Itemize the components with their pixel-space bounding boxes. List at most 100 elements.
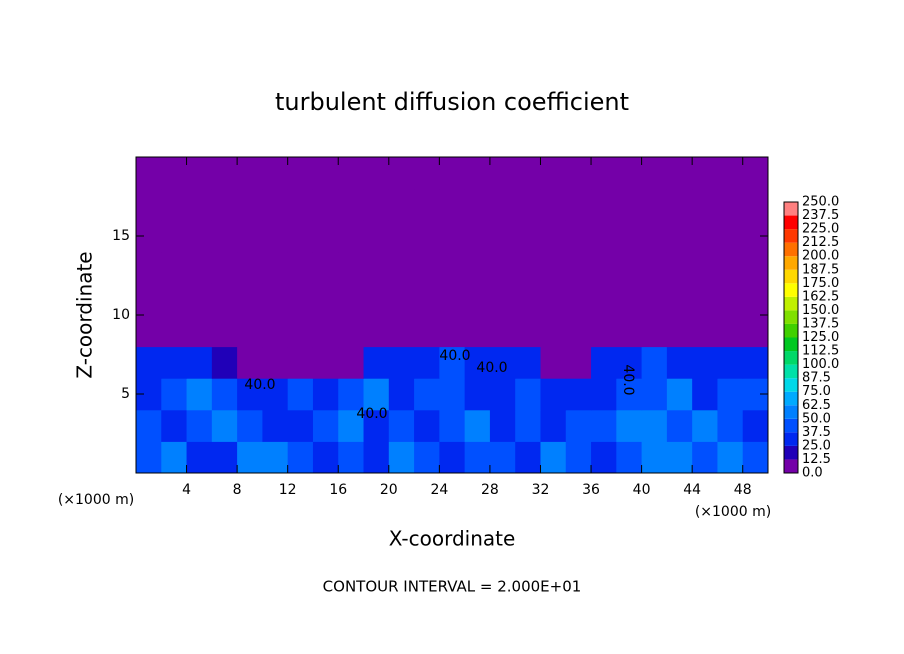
- contour-cell: [312, 220, 339, 253]
- contour-cell: [439, 346, 466, 379]
- colorbar-label: 162.5: [802, 289, 839, 304]
- colorbar-frame: [783, 201, 799, 474]
- contour-cell: [414, 346, 440, 379]
- contour-cell: [666, 251, 693, 284]
- contour-cell: [262, 157, 289, 190]
- contour-cell: [540, 251, 567, 284]
- contour-cell: [464, 283, 491, 316]
- contour-cell: [363, 315, 390, 348]
- contour-cell: [742, 283, 769, 316]
- contour-cell: [287, 251, 314, 284]
- colorbar-band: [784, 310, 798, 324]
- contour-cell: [363, 220, 390, 253]
- contour-cell: [464, 378, 491, 411]
- contour-cell: [186, 315, 213, 348]
- contour-cell: [287, 315, 314, 348]
- colorbar-band: [784, 202, 798, 216]
- contour-cell: [641, 409, 668, 442]
- contour-cell: [312, 283, 339, 316]
- x-tick-label: 36: [582, 482, 600, 498]
- x-tick-label: 28: [481, 482, 499, 498]
- contour-cell: [338, 188, 365, 221]
- colorbar-label: 212.5: [802, 235, 839, 250]
- contour-cell: [262, 251, 289, 284]
- contour-cell: [565, 378, 592, 411]
- contour-cell: [540, 346, 567, 379]
- contour-cell: [489, 441, 516, 474]
- contour-cell: [363, 378, 390, 411]
- contour-cell: [338, 346, 365, 379]
- contour-cell: [464, 409, 491, 442]
- y-tick-label: 5: [121, 386, 130, 402]
- contour-cell: [211, 251, 238, 284]
- contour-cell: [161, 220, 188, 253]
- colorbar-label: 150.0: [802, 303, 839, 318]
- contour-cell: [312, 315, 339, 348]
- contour-cell: [742, 188, 769, 221]
- chart-title: turbulent diffusion coefficient: [275, 88, 629, 116]
- x-tick-label: 4: [182, 482, 191, 498]
- contour-cell: [515, 283, 541, 316]
- contour-cell: [641, 283, 668, 316]
- contour-cell: [641, 157, 668, 190]
- contour-cell: [388, 346, 415, 379]
- contour-cell: [186, 188, 213, 221]
- contour-cell: [641, 251, 668, 284]
- contour-cell: [540, 220, 567, 253]
- contour-cell: [237, 251, 263, 284]
- contour-cell: [439, 441, 466, 474]
- contour-cell: [565, 441, 592, 474]
- contour-cell: [237, 378, 263, 411]
- contour-label: 40.0: [476, 360, 507, 376]
- contour-cell: [692, 283, 718, 316]
- contour-cell: [641, 441, 668, 474]
- colorbar-band: [784, 459, 798, 473]
- contour-cell: [186, 409, 213, 442]
- y-axis-label: Z-coordinate: [73, 251, 97, 378]
- contour-cell: [464, 315, 491, 348]
- contour-cell: [388, 409, 415, 442]
- contour-cell: [515, 409, 541, 442]
- colorbar-label: 225.0: [802, 222, 839, 237]
- contour-cell: [540, 378, 567, 411]
- contour-cell: [489, 157, 516, 190]
- contour-cell: [439, 315, 466, 348]
- contour-cell: [591, 346, 617, 379]
- contour-cell: [312, 157, 339, 190]
- contour-cell: [363, 346, 390, 379]
- contour-cell: [616, 188, 643, 221]
- colorbar-band: [784, 283, 798, 297]
- colorbar-label: 175.0: [802, 276, 839, 291]
- contour-cell: [515, 188, 541, 221]
- contour-cell: [388, 283, 415, 316]
- contour-cell: [237, 346, 263, 379]
- contour-cell: [388, 157, 415, 190]
- contour-cell: [262, 409, 289, 442]
- contour-cell: [338, 441, 365, 474]
- contour-cell: [692, 251, 718, 284]
- contour-cell: [161, 315, 188, 348]
- contour-cell: [414, 378, 440, 411]
- contour-cell: [489, 409, 516, 442]
- contour-cell: [136, 157, 162, 190]
- y-tick-label: 10: [112, 307, 130, 323]
- colorbar-label: 100.0: [802, 357, 839, 372]
- contour-cell: [287, 378, 314, 411]
- contour-cell: [666, 409, 693, 442]
- contour-cell: [692, 346, 718, 379]
- contour-cell: [591, 188, 617, 221]
- contour-cell: [591, 283, 617, 316]
- contour-cell: [641, 346, 668, 379]
- contour-cell: [717, 409, 744, 442]
- contour-cell: [591, 220, 617, 253]
- contour-cell: [742, 346, 769, 379]
- contour-cell: [489, 251, 516, 284]
- colorbar-band: [784, 323, 798, 338]
- contour-cell: [616, 251, 643, 284]
- contour-cell: [439, 251, 466, 284]
- contour-cell: [388, 441, 415, 474]
- contour-cell: [338, 409, 365, 442]
- contour-cell: [641, 315, 668, 348]
- contour-cell: [262, 188, 289, 221]
